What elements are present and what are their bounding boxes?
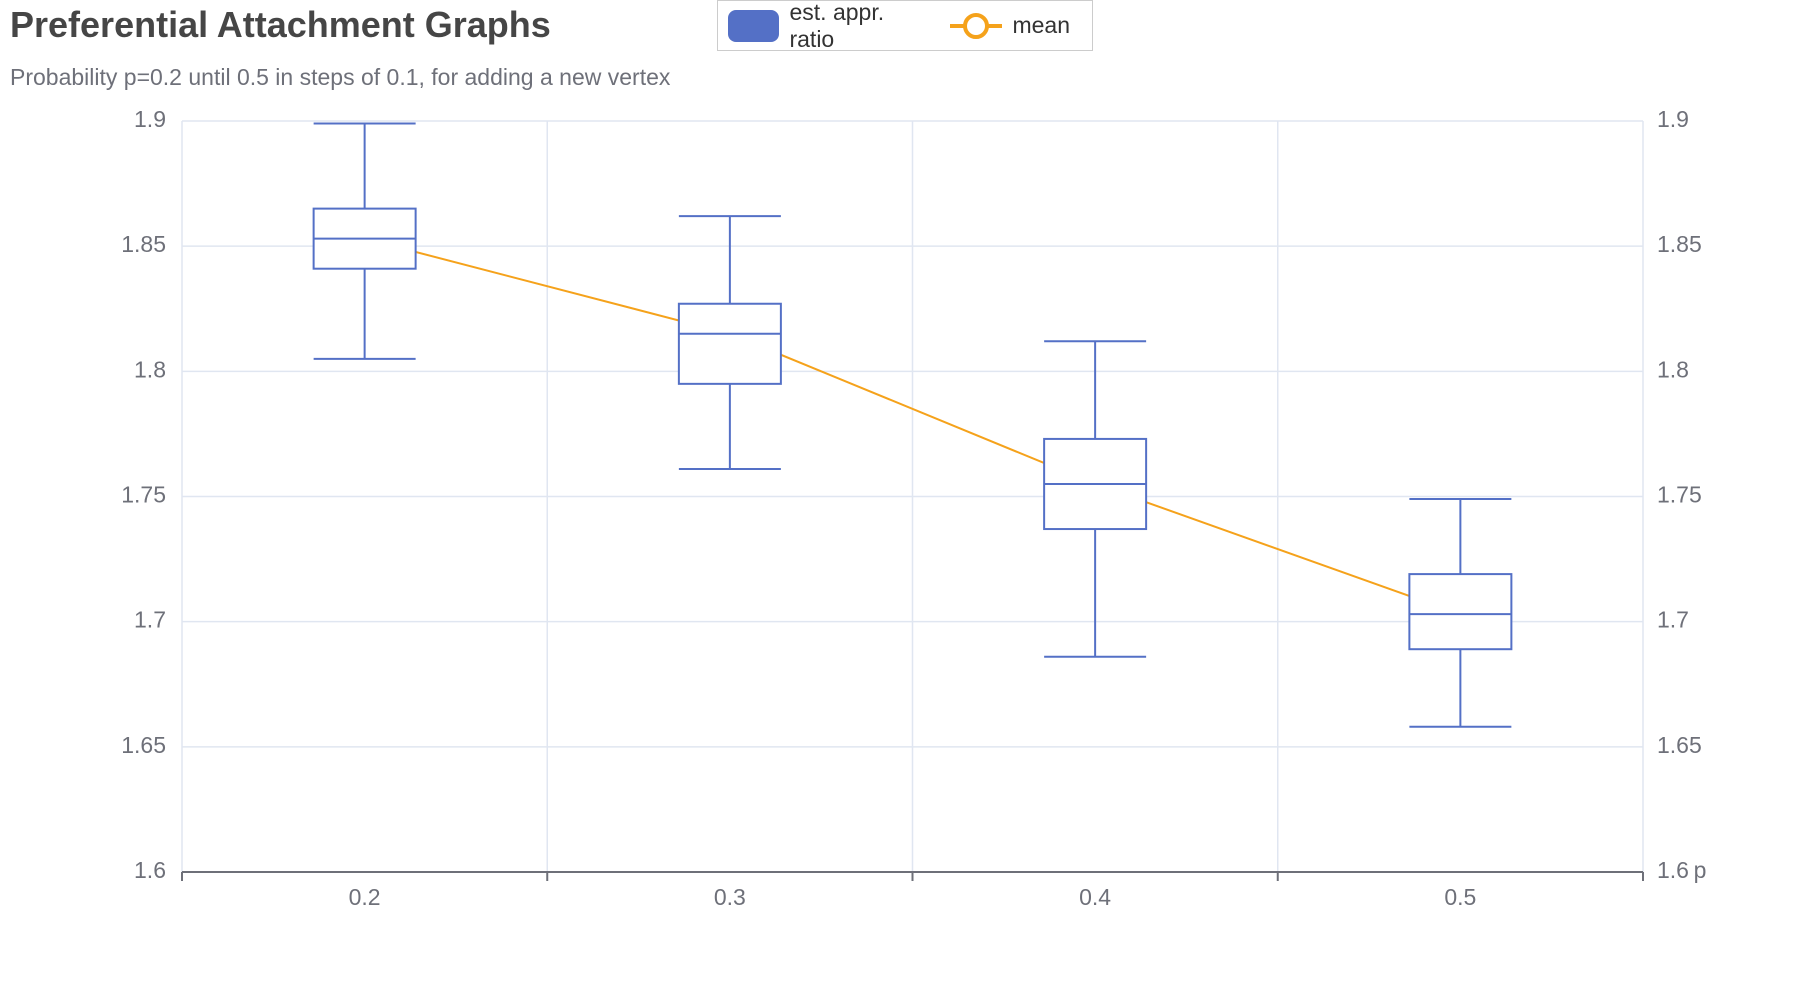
y-tick-label-left: 1.7 <box>134 607 166 633</box>
legend-item-box[interactable]: est. appr. ratio <box>728 0 928 53</box>
x-tick-label: 0.3 <box>714 884 746 910</box>
legend-label-mean: mean <box>1012 12 1070 38</box>
legend-label-box: est. appr. ratio <box>789 0 885 52</box>
x-tick-label: 0.5 <box>1444 884 1476 910</box>
x-tick-label: 0.4 <box>1079 884 1111 910</box>
mean-line <box>364 237 1461 616</box>
y-tick-label-left: 1.75 <box>121 482 166 508</box>
y-tick-label-left: 1.65 <box>121 732 166 758</box>
y-tick-label-right: 1.85 <box>1657 231 1702 257</box>
y-tick-label-right: 1.75 <box>1657 482 1702 508</box>
chart-title: Preferential Attachment Graphs <box>10 4 551 45</box>
y-tick-label-right: 1.6 <box>1657 857 1689 883</box>
y-tick-label-left: 1.85 <box>121 231 166 257</box>
y-tick-label-left: 1.9 <box>134 106 166 132</box>
box-iqr <box>1408 573 1513 651</box>
y-tick-label-right: 1.8 <box>1657 356 1689 382</box>
legend: est. appr. ratio mean <box>717 0 1093 53</box>
x-axis-name: p <box>1694 857 1707 883</box>
box-iqr <box>677 302 782 385</box>
y-tick-label-right: 1.7 <box>1657 607 1689 633</box>
y-tick-label-left: 1.8 <box>134 356 166 382</box>
y-tick-label-right: 1.65 <box>1657 732 1702 758</box>
y-tick-label-right: 1.9 <box>1657 106 1689 132</box>
legend-item-mean[interactable]: mean <box>950 10 1070 42</box>
chart-subtitle: Probability p=0.2 until 0.5 in steps of … <box>10 64 671 90</box>
x-tick-label: 0.2 <box>349 884 381 910</box>
legend-line-swatch-icon <box>950 12 1003 39</box>
legend-box-swatch-icon <box>728 9 780 42</box>
y-tick-label-left: 1.6 <box>134 857 166 883</box>
